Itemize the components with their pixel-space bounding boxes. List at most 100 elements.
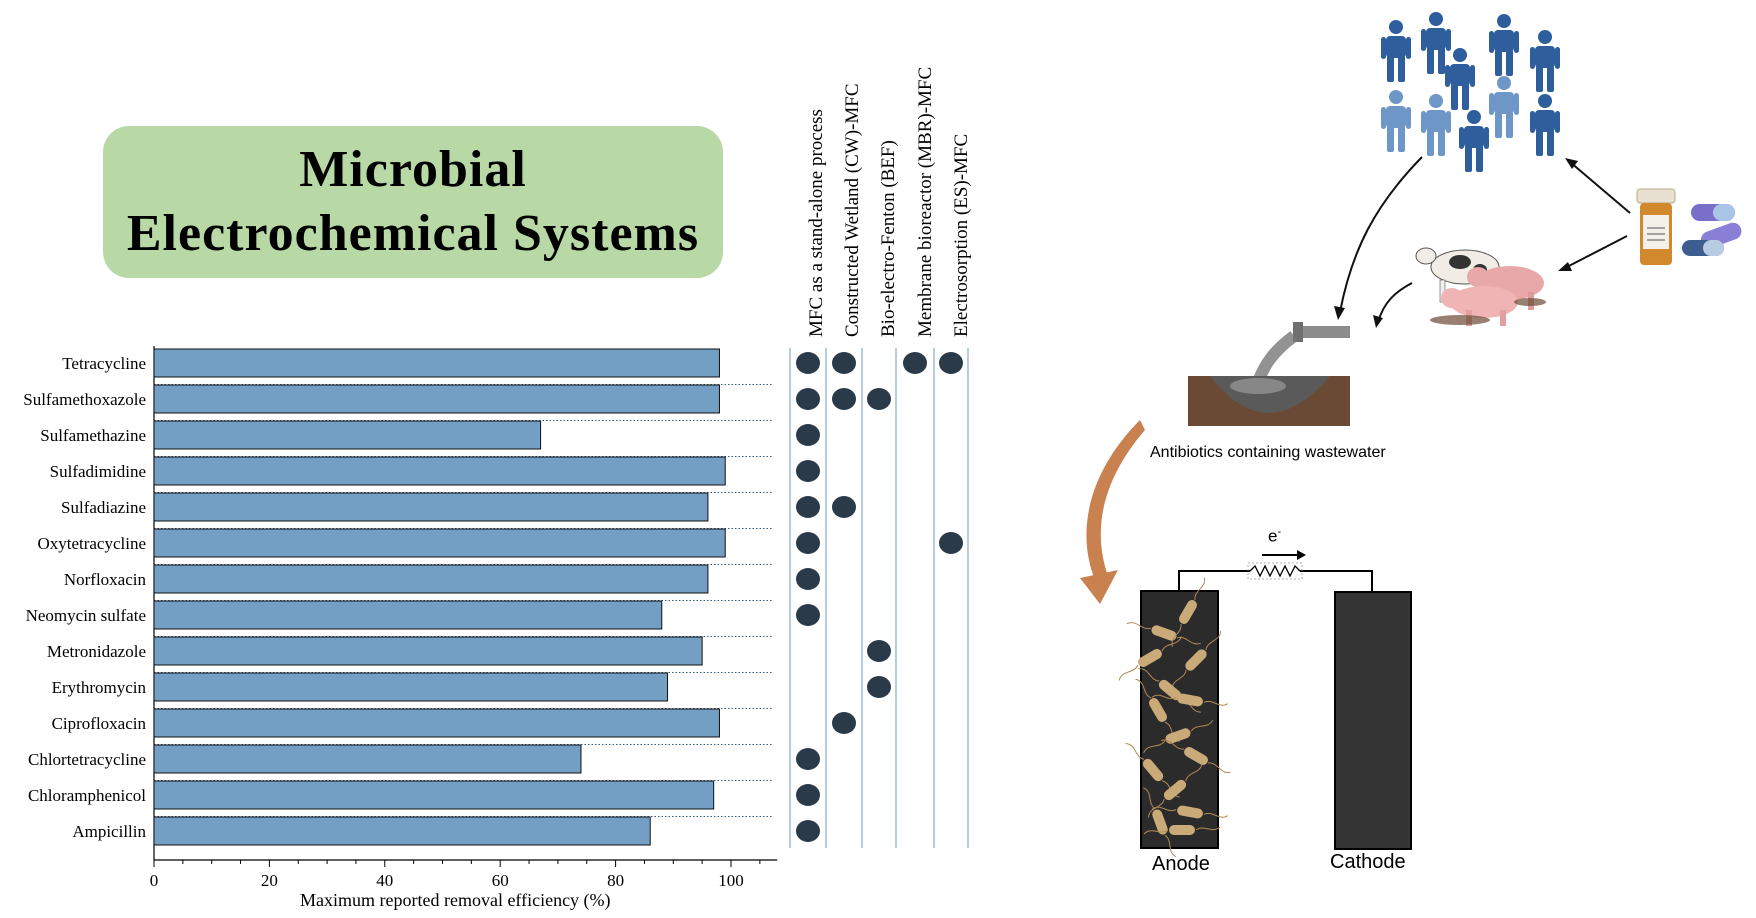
bar: [153, 816, 651, 846]
bar: [153, 528, 726, 558]
person-icon: [1381, 90, 1411, 152]
process-dot: [903, 352, 927, 374]
person-icon: [1381, 20, 1411, 82]
wastewater-mfc-illustration: [1080, 12, 1742, 858]
y-tick-label: Metronidazole: [47, 642, 146, 661]
person-icon: [1489, 14, 1519, 76]
person-icon: [1530, 94, 1560, 156]
y-tick-label: Chlortetracycline: [28, 750, 146, 769]
person-icon: [1530, 30, 1560, 92]
x-tick-label: 0: [150, 871, 159, 890]
process-label-mbr-mfc: Membrane bioreactor (MBR)-MFC: [915, 66, 936, 337]
livestock-icon: [1415, 247, 1546, 326]
process-dot: [796, 496, 820, 518]
y-tick-label: Tetracycline: [62, 354, 146, 373]
bacterium-icon: [1118, 636, 1182, 681]
process-label-mfc: MFC as a stand-alone process: [806, 109, 827, 337]
x-tick-label: 80: [607, 871, 624, 890]
process-dot: [796, 604, 820, 626]
process-label-cw-mfc: Constructed Wetland (CW)-MFC: [842, 83, 863, 337]
process-dot: [796, 532, 820, 554]
bacterium-icon: [1126, 622, 1201, 645]
person-icon: [1459, 110, 1489, 172]
process-dot: [832, 712, 856, 734]
title-banner: Microbial Electrochemical Systems: [103, 126, 723, 278]
process-dot-matrix: [789, 348, 969, 848]
people-icons-group: [1381, 12, 1560, 172]
capsule-icons: [1682, 204, 1742, 256]
x-tick-label: 20: [261, 871, 278, 890]
bar: [153, 600, 663, 630]
wastewater-label: Antibiotics containing wastewater: [1150, 444, 1386, 461]
process-dot: [796, 352, 820, 374]
process-dot: [939, 352, 963, 374]
y-tick-label: Sulfadiazine: [61, 498, 146, 517]
process-dot: [832, 352, 856, 374]
process-dot: [867, 676, 891, 698]
bar: [153, 780, 715, 810]
y-tick-label: Ciprofloxacin: [52, 714, 147, 733]
bar: [153, 672, 669, 702]
electron-charge: -: [1277, 526, 1282, 538]
x-axis-title: Maximum reported removal efficiency (%): [300, 890, 611, 910]
y-tick-label: Erythromycin: [52, 678, 147, 697]
cathode-label: Cathode: [1330, 851, 1406, 873]
bar: [153, 492, 709, 522]
external-circuit: [1178, 550, 1373, 592]
process-dot: [867, 640, 891, 662]
process-label-bef: Bio-electro-Fenton (BEF): [878, 140, 899, 337]
y-tick-label: Norfloxacin: [64, 570, 147, 589]
process-label-es-mfc: Electrosorption (ES)-MFC: [951, 133, 972, 337]
process-dot: [796, 460, 820, 482]
bar: [153, 636, 703, 666]
process-dot: [796, 388, 820, 410]
bar: [153, 456, 726, 486]
person-icon: [1421, 12, 1451, 74]
bacteria-icons: [1118, 577, 1231, 858]
process-dot: [832, 496, 856, 518]
process-dot: [796, 820, 820, 842]
pill-bottle-icon: [1636, 188, 1676, 265]
y-tick-label: Sulfamethazine: [40, 426, 146, 445]
x-tick-label: 60: [492, 871, 509, 890]
bar: [153, 708, 720, 738]
bar: [153, 384, 720, 414]
title-line-1: Microbial: [299, 141, 527, 198]
x-tick-label: 40: [376, 871, 393, 890]
title-line-2: Electrochemical Systems: [126, 205, 700, 262]
y-tick-label: Neomycin sulfate: [26, 606, 146, 625]
bar: [153, 744, 582, 774]
cathode-electrode: [1334, 591, 1412, 850]
flow-arrows: [1334, 156, 1631, 328]
y-tick-label: Ampicillin: [72, 822, 146, 841]
person-icon: [1421, 94, 1451, 156]
y-tick-label: Sulfamethoxazole: [23, 390, 146, 409]
process-dot: [796, 568, 820, 590]
process-dot: [939, 532, 963, 554]
bacterium-icon: [1160, 739, 1231, 774]
anode-label: Anode: [1152, 853, 1210, 875]
bar: [153, 420, 542, 450]
electron-label: e-: [1268, 526, 1281, 547]
person-icon: [1489, 76, 1519, 138]
process-dot: [796, 748, 820, 770]
bacterium-icon: [1142, 787, 1177, 858]
person-icon: [1445, 48, 1475, 110]
x-tick-label: 100: [718, 871, 744, 890]
bar-chart: 0 20 40 60 80 100 Tetracycline Sulfamethoxazole…: [23, 346, 778, 890]
process-dot: [867, 388, 891, 410]
process-dot: [796, 424, 820, 446]
electron-symbol: e: [1268, 526, 1278, 546]
bacterium-icon: [1151, 693, 1229, 707]
bar: [153, 348, 720, 378]
anode-electrode: [1140, 590, 1219, 849]
y-tick-label: Oxytetracycline: [37, 534, 146, 553]
process-dot: [796, 784, 820, 806]
wastewater-pit-icon: [1188, 376, 1350, 426]
curved-arrow-icon: [1080, 420, 1145, 604]
bacterium-icon: [1143, 825, 1221, 835]
y-tick-label: Sulfadimidine: [50, 462, 146, 481]
bacterium-icon: [1143, 719, 1214, 754]
y-tick-label: Chloramphenicol: [28, 786, 146, 805]
